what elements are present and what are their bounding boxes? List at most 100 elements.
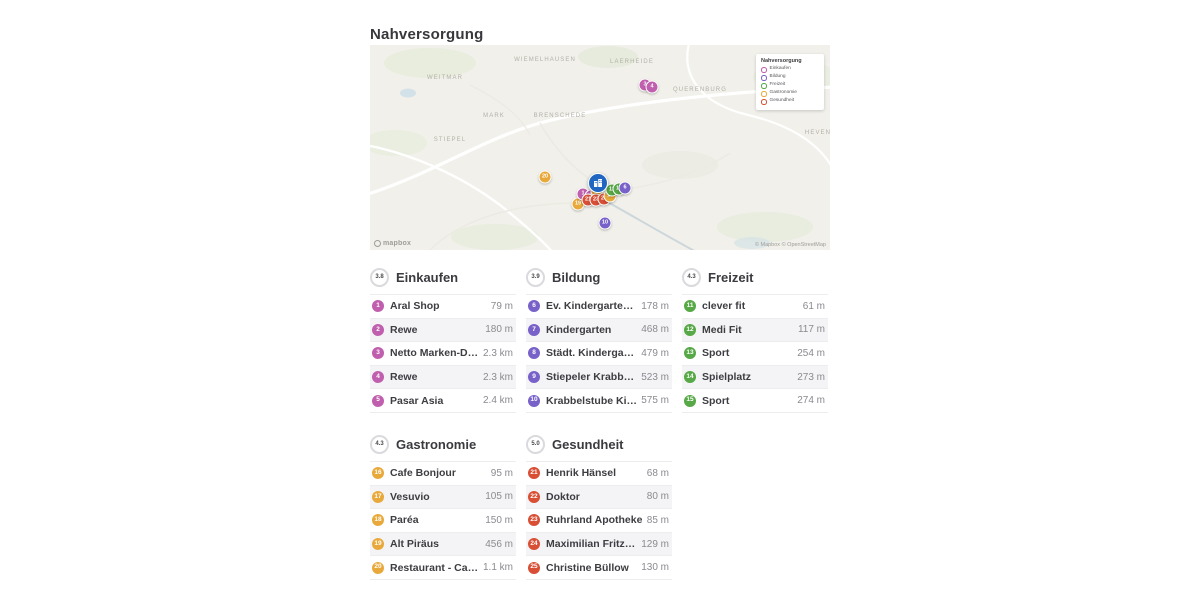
- poi-name: Spielplatz: [702, 371, 752, 384]
- poi-distance: 180 m: [485, 324, 513, 336]
- poi-distance: 85 m: [646, 514, 669, 526]
- poi-row[interactable]: 18 Paréa 150 m: [370, 508, 516, 532]
- poi-distance: 2.3 km: [482, 347, 513, 359]
- gesundheit-legend-icon: [761, 99, 767, 105]
- einkaufen-legend-icon: [761, 67, 767, 73]
- poi-number-badge: 22: [528, 490, 540, 503]
- poi-number-badge: 11: [684, 300, 696, 313]
- legend-items: Einkaufen Bildung Freizeit Gastronomie Gesun…: [761, 67, 819, 105]
- map-place-label: QUERENBURG: [672, 87, 728, 93]
- poi-row[interactable]: 21 Henrik Hänsel 68 m: [526, 461, 672, 485]
- map-legend: Nahversorgung Einkaufen Bildung Freizeit Ga…: [756, 54, 824, 110]
- building-icon: [594, 179, 602, 187]
- poi-number: 14: [686, 372, 694, 380]
- poi-name: Henrik Hänsel: [546, 467, 617, 480]
- category-grid-top: 3.8 Einkaufen 1 Aral Shop 79 m 2 Rewe 18…: [370, 263, 828, 413]
- category-title: Einkaufen: [396, 269, 459, 285]
- legend-item-gesundheit: Gesundheit: [761, 99, 819, 105]
- category-section: 4.3 Gastronomie 16 Cafe Bonjour 95 m 17 …: [370, 430, 516, 580]
- map-marker-bildung[interactable]: 6: [618, 181, 632, 195]
- poi-row[interactable]: 20 Restaurant - Café Klosterhof 1.1 km: [370, 555, 516, 579]
- poi-name: Netto Marken-Discount: [390, 347, 483, 360]
- poi-row[interactable]: 16 Cafe Bonjour 95 m: [370, 461, 516, 485]
- poi-row[interactable]: 19 Alt Piräus 456 m: [370, 531, 516, 556]
- amenities-map[interactable]: WEITMAR WIEMELHAUSEN LAERHEIDE QUERENBURG MA…: [370, 45, 830, 250]
- score-badge: 3.9: [526, 267, 545, 287]
- mapbox-logo[interactable]: mapbox: [374, 240, 411, 247]
- mapbox-logo-text: mapbox: [383, 240, 412, 247]
- poi-name: Vesuvio: [390, 490, 430, 503]
- poi-row[interactable]: 2 Rewe 180 m: [370, 317, 516, 342]
- poi-row[interactable]: 22 Doktor 80 m: [526, 484, 672, 509]
- legend-item-freizeit: Freizeit: [761, 83, 819, 89]
- poi-number-badge: 21: [528, 467, 540, 480]
- poi-number-badge: 4: [372, 371, 384, 384]
- poi-number: 8: [532, 349, 536, 357]
- poi-row[interactable]: 24 Maximilian Fritzlar 129 m: [526, 531, 672, 556]
- map-marker-gastronomie[interactable]: 20: [538, 170, 552, 184]
- poi-row[interactable]: 6 Ev. Kindergarten Starke Mä… 178 m: [526, 294, 672, 318]
- poi-row[interactable]: 12 Medi Fit 117 m: [682, 317, 828, 342]
- category-section: 3.9 Bildung 6 Ev. Kindergarten Starke Mä…: [526, 263, 672, 413]
- poi-number: 1: [376, 302, 380, 310]
- property-marker[interactable]: [588, 173, 608, 193]
- legend-title: Nahversorgung: [761, 58, 802, 64]
- poi-number: 19: [374, 539, 382, 547]
- poi-row[interactable]: 11 clever fit 61 m: [682, 294, 828, 318]
- poi-distance: 68 m: [646, 467, 669, 479]
- marker-number: 20: [541, 173, 549, 180]
- marker-number: 6: [623, 184, 627, 191]
- poi-row[interactable]: 4 Rewe 2.3 km: [370, 364, 516, 389]
- poi-number: 17: [374, 492, 382, 500]
- poi-row[interactable]: 7 Kindergarten 468 m: [526, 317, 672, 342]
- legend-label: Bildung: [769, 74, 786, 80]
- poi-distance: 130 m: [641, 562, 669, 574]
- marker-number: 21: [584, 196, 592, 203]
- poi-number-badge: 8: [528, 347, 540, 360]
- poi-number-badge: 6: [528, 300, 540, 313]
- poi-row[interactable]: 9 Stiepeler Krabbelzwerge 523 m: [526, 364, 672, 389]
- poi-number-badge: 25: [528, 561, 540, 574]
- poi-name: Restaurant - Café Klosterhof: [390, 561, 483, 574]
- poi-number-badge: 18: [372, 514, 384, 527]
- poi-distance: 129 m: [641, 538, 669, 550]
- poi-number: 11: [686, 302, 694, 310]
- mapbox-circle-icon: [374, 240, 381, 247]
- poi-row[interactable]: 3 Netto Marken-Discount 2.3 km: [370, 341, 516, 365]
- freizeit-legend-icon: [761, 83, 767, 89]
- poi-number: 25: [530, 563, 538, 571]
- poi-row[interactable]: 15 Sport 274 m: [682, 388, 828, 412]
- poi-name: Kindergarten: [546, 323, 612, 336]
- poi-row[interactable]: 25 Christine Büllow 130 m: [526, 555, 672, 579]
- score-badge: 3.8: [370, 267, 389, 287]
- map-attribution[interactable]: © Mapbox © OpenStreetMap: [754, 242, 826, 248]
- map-marker-einkaufen[interactable]: 4: [645, 80, 659, 94]
- poi-distance: 468 m: [641, 324, 669, 336]
- poi-row[interactable]: 5 Pasar Asia 2.4 km: [370, 388, 516, 412]
- poi-number-badge: 12: [684, 323, 696, 336]
- poi-distance: 523 m: [641, 371, 669, 383]
- poi-name: Rewe: [390, 371, 418, 384]
- marker-number: 4: [650, 83, 654, 90]
- gastronomie-legend-icon: [761, 91, 767, 97]
- poi-row[interactable]: 17 Vesuvio 105 m: [370, 484, 516, 509]
- poi-number: 20: [374, 563, 382, 571]
- poi-name: clever fit: [702, 300, 746, 313]
- poi-list: 16 Cafe Bonjour 95 m 17 Vesuvio 105 m 18…: [370, 461, 516, 580]
- map-marker-bildung[interactable]: 10: [598, 216, 612, 230]
- poi-row[interactable]: 1 Aral Shop 79 m: [370, 294, 516, 318]
- poi-row[interactable]: 23 Ruhrland Apotheke 85 m: [526, 508, 672, 532]
- legend-item-gastronomie: Gastronomie: [761, 91, 819, 97]
- legend-label: Freizeit: [769, 82, 786, 88]
- category-section: 5.0 Gesundheit 21 Henrik Hänsel 68 m 22 …: [526, 430, 672, 580]
- poi-row[interactable]: 8 Städt. Kindergarten 479 m: [526, 341, 672, 365]
- legend-label: Einkaufen: [769, 66, 791, 72]
- map-place-label: BRENSCHEDE: [533, 113, 587, 119]
- poi-row[interactable]: 10 Krabbelstube Killekak 575 m: [526, 388, 672, 412]
- poi-name: Alt Piräus: [390, 538, 440, 551]
- poi-row[interactable]: 14 Spielplatz 273 m: [682, 364, 828, 389]
- marker-number: 23: [592, 196, 600, 203]
- poi-name: Städt. Kindergarten: [546, 347, 642, 360]
- page-title: Nahversorgung: [370, 26, 484, 44]
- poi-row[interactable]: 13 Sport 254 m: [682, 341, 828, 365]
